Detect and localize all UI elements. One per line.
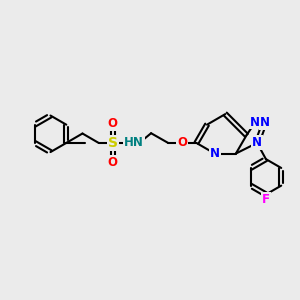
Text: HN: HN: [124, 136, 144, 149]
Text: N: N: [250, 116, 260, 128]
Text: O: O: [177, 136, 187, 149]
Text: N: N: [210, 147, 220, 160]
Text: O: O: [108, 156, 118, 169]
Text: N: N: [260, 116, 269, 129]
Text: N: N: [252, 136, 262, 149]
Text: F: F: [262, 193, 270, 206]
Text: S: S: [108, 136, 118, 150]
Text: O: O: [108, 117, 118, 130]
